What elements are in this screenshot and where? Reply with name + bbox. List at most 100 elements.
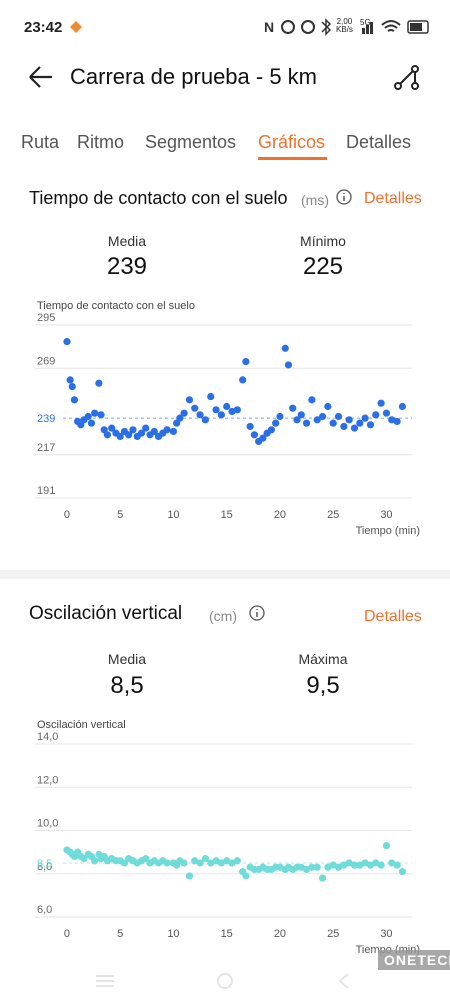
back-button[interactable] (26, 64, 56, 90)
point (246, 422, 254, 431)
stat-value: 225 (302, 253, 344, 280)
point (137, 429, 146, 437)
point (217, 411, 225, 419)
point (350, 861, 359, 869)
point (313, 416, 321, 424)
point (103, 431, 112, 439)
point (201, 416, 209, 424)
point (289, 404, 297, 412)
x-tick-label: 15 (221, 928, 233, 940)
point (356, 419, 364, 427)
x-tick-label: 25 (327, 928, 339, 940)
x-tick-label: 25 (327, 509, 339, 521)
stat-value: 239 (106, 253, 148, 280)
point (350, 424, 359, 432)
card-unit: (cm) (209, 608, 237, 624)
point (366, 421, 375, 429)
point (398, 867, 407, 876)
point (242, 357, 250, 366)
point (318, 874, 327, 882)
point (97, 411, 105, 419)
point (276, 412, 284, 421)
info-icon[interactable] (335, 188, 353, 206)
network-type: 5G (360, 18, 371, 27)
y-tick-label: 8,0 (37, 861, 52, 873)
svg-text:N: N (264, 19, 274, 35)
route-button[interactable] (392, 63, 422, 93)
tab[interactable]: Ruta (21, 132, 60, 152)
net-speed: 2,00 KB/s (336, 18, 353, 34)
point (212, 406, 220, 414)
x-tick-label: 20 (274, 928, 286, 940)
header-title: Carrera de prueba - 5 km (70, 64, 317, 89)
y-tick-label: 6,0 (37, 904, 52, 916)
point (393, 417, 401, 426)
y-tick-label: 12,0 (37, 774, 58, 786)
tab[interactable]: Segmentos (145, 132, 237, 152)
point (185, 872, 194, 880)
point (223, 402, 231, 411)
point (281, 344, 289, 352)
stat-label: Media (107, 651, 147, 667)
point (91, 409, 99, 417)
point (87, 419, 96, 427)
point (393, 861, 401, 869)
point (340, 422, 348, 431)
point (169, 427, 178, 436)
point (180, 859, 188, 867)
point (329, 419, 337, 427)
point (259, 434, 267, 442)
chart: Oscilación vertical 6,0 8,0 10,0 12,0 14,0 8,5… (35, 719, 420, 956)
point (108, 424, 116, 432)
point (242, 872, 250, 880)
point (377, 861, 385, 869)
tab-active[interactable]: Gráficos (258, 132, 326, 152)
point (196, 859, 204, 867)
x-tick-label: 10 (167, 928, 179, 940)
y-tick-label: 295 (37, 312, 55, 324)
tab[interactable]: Ritmo (77, 132, 125, 152)
status-time: 23:42 (24, 19, 63, 36)
reference-label: 8,5 (37, 858, 52, 870)
point (185, 396, 194, 404)
point (191, 404, 199, 412)
point (267, 426, 276, 434)
card-unit: (ms) (301, 192, 329, 208)
tab-indicator (258, 157, 327, 160)
x-tick-label: 10 (167, 509, 179, 521)
point (334, 412, 343, 421)
point (150, 427, 158, 436)
point (324, 402, 332, 411)
point (297, 411, 305, 419)
point (70, 396, 79, 404)
watermark: ONETECH (378, 950, 450, 970)
stat-label: Máxima (298, 651, 348, 667)
point (382, 409, 391, 417)
point (201, 855, 209, 863)
x-tick-label: 15 (221, 509, 233, 521)
point (142, 424, 150, 432)
details-link[interactable]: Detalles (364, 608, 422, 625)
point (95, 379, 103, 387)
point (250, 431, 258, 439)
chart-title: Tiempo de contacto con el suelo (37, 300, 195, 312)
x-tick-label: 5 (117, 509, 123, 521)
point (382, 842, 391, 850)
point (196, 411, 204, 419)
details-link[interactable]: Detalles (364, 190, 422, 207)
divider (0, 570, 450, 579)
tab[interactable]: Detalles (346, 132, 412, 152)
info-icon[interactable] (248, 604, 266, 622)
point (293, 416, 301, 424)
point (66, 376, 74, 384)
point (129, 426, 137, 434)
point (233, 406, 241, 414)
y-tick-label: 191 (37, 485, 55, 497)
point (239, 376, 247, 384)
x-tick-label: 20 (274, 509, 286, 521)
y-tick-label: 217 (37, 442, 55, 454)
y-tick-label: 14,0 (37, 731, 58, 743)
net-speed-value: 2,00 (336, 17, 353, 26)
stat-value: 9,5 (306, 672, 340, 699)
point (372, 411, 380, 419)
